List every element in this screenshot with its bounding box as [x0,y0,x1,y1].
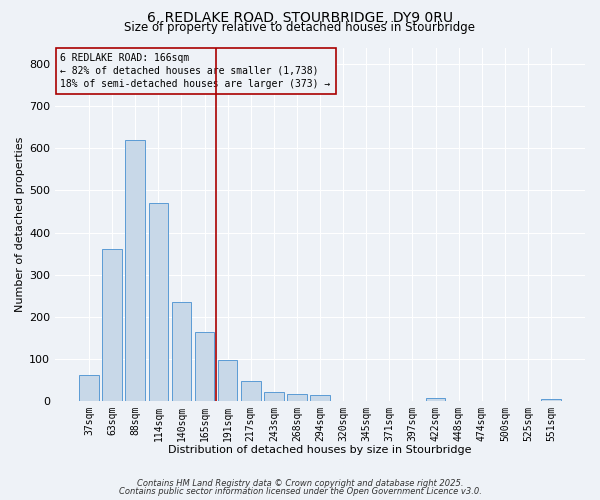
Text: Size of property relative to detached houses in Stourbridge: Size of property relative to detached ho… [125,22,476,35]
Bar [218,360,238,401]
Text: Contains public sector information licensed under the Open Government Licence v3: Contains public sector information licen… [119,487,481,496]
Bar [103,250,122,400]
Bar [172,302,191,400]
Text: Contains HM Land Registry data © Crown copyright and database right 2025.: Contains HM Land Registry data © Crown c… [137,478,463,488]
Bar [125,140,145,400]
Bar [241,382,260,400]
Text: 6 REDLAKE ROAD: 166sqm
← 82% of detached houses are smaller (1,738)
18% of semi-: 6 REDLAKE ROAD: 166sqm ← 82% of detached… [61,53,331,89]
Bar [195,332,214,400]
Bar [149,203,168,400]
Y-axis label: Number of detached properties: Number of detached properties [15,136,25,312]
Text: 6, REDLAKE ROAD, STOURBRIDGE, DY9 0RU: 6, REDLAKE ROAD, STOURBRIDGE, DY9 0RU [147,11,453,25]
X-axis label: Distribution of detached houses by size in Stourbridge: Distribution of detached houses by size … [169,445,472,455]
Bar [79,376,99,400]
Bar [310,396,330,400]
Bar [287,394,307,400]
Bar [541,398,561,400]
Bar [426,398,445,400]
Bar [264,392,284,400]
